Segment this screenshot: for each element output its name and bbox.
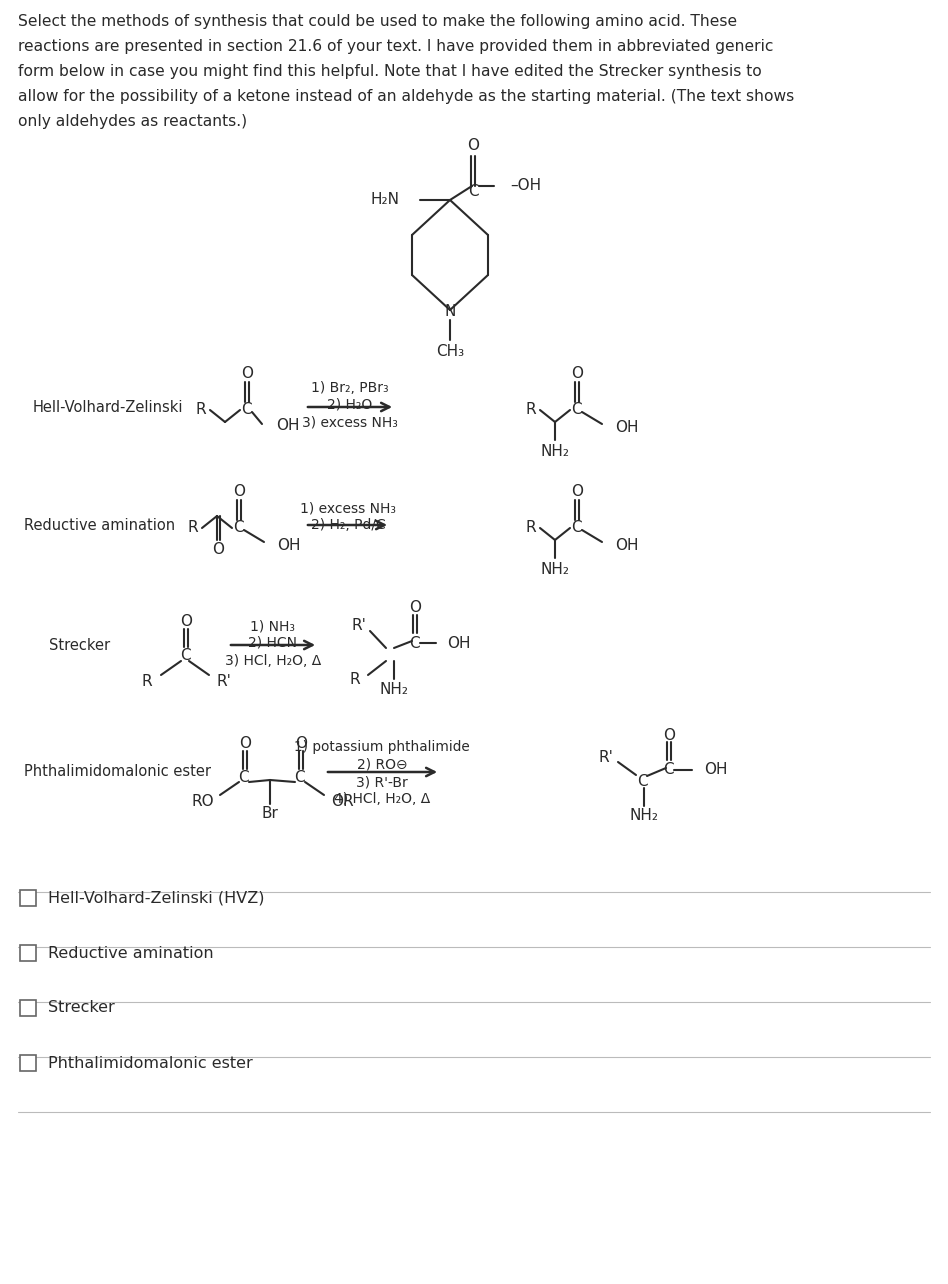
- Text: reactions are presented in section 21.6 of your text. I have provided them in ab: reactions are presented in section 21.6 …: [18, 39, 774, 54]
- Text: 1) potassium phthalimide: 1) potassium phthalimide: [294, 740, 470, 754]
- Text: R: R: [525, 402, 536, 417]
- Text: C: C: [294, 769, 304, 785]
- Bar: [20, 890, 36, 907]
- Text: Br: Br: [262, 806, 279, 822]
- Text: R: R: [350, 673, 360, 687]
- Text: allow for the possibility of a ketone instead of an aldehyde as the starting mat: allow for the possibility of a ketone in…: [18, 89, 794, 104]
- Text: 3) excess NH₃: 3) excess NH₃: [302, 416, 398, 430]
- Text: OH: OH: [277, 538, 301, 553]
- Text: 3) HCl, H₂O, Δ: 3) HCl, H₂O, Δ: [225, 654, 321, 668]
- Text: 2) H₂, Pd/C: 2) H₂, Pd/C: [311, 517, 386, 532]
- Text: 2) RO⊖: 2) RO⊖: [356, 758, 408, 772]
- Text: O: O: [233, 484, 245, 499]
- Text: NH₂: NH₂: [629, 809, 659, 823]
- Text: O: O: [571, 366, 583, 381]
- Text: Strecker: Strecker: [49, 637, 111, 652]
- Text: Strecker: Strecker: [48, 1000, 115, 1016]
- Text: NH₂: NH₂: [540, 561, 570, 577]
- Text: O: O: [241, 366, 253, 381]
- Text: CH₃: CH₃: [436, 344, 465, 360]
- Text: R: R: [141, 674, 152, 688]
- Text: OR: OR: [331, 794, 354, 809]
- Text: R: R: [195, 402, 206, 417]
- Text: C: C: [663, 763, 673, 778]
- Text: H₂N: H₂N: [371, 193, 400, 208]
- Text: OH: OH: [704, 763, 727, 778]
- Text: 3) R'-Br: 3) R'-Br: [356, 776, 408, 788]
- Text: R: R: [525, 520, 536, 535]
- Text: C: C: [637, 774, 647, 790]
- Text: O: O: [571, 484, 583, 499]
- Text: Select the methods of synthesis that could be used to make the following amino a: Select the methods of synthesis that cou…: [18, 14, 738, 30]
- Text: R: R: [188, 520, 198, 535]
- Text: C: C: [409, 636, 419, 651]
- Text: R': R': [598, 751, 613, 765]
- Text: O: O: [409, 601, 421, 615]
- Text: Phthalimidomalonic ester: Phthalimidomalonic ester: [48, 1055, 253, 1071]
- Text: only aldehydes as reactants.): only aldehydes as reactants.): [18, 114, 247, 128]
- Text: C: C: [232, 520, 244, 534]
- Text: O: O: [663, 728, 675, 742]
- Text: C: C: [238, 769, 248, 785]
- Text: O: O: [295, 736, 307, 751]
- Text: C: C: [467, 184, 479, 199]
- Text: N: N: [445, 304, 456, 320]
- Text: RO: RO: [191, 794, 214, 809]
- Text: O: O: [467, 139, 479, 154]
- Text: Hell-Volhard-Zelinski (HVZ): Hell-Volhard-Zelinski (HVZ): [48, 891, 264, 905]
- Text: C: C: [571, 402, 581, 416]
- Text: OH: OH: [615, 538, 639, 553]
- Text: OH: OH: [276, 419, 300, 434]
- Text: O: O: [180, 614, 192, 628]
- Text: 1) Br₂, PBr₃: 1) Br₂, PBr₃: [311, 381, 389, 395]
- Text: Reductive amination: Reductive amination: [48, 945, 213, 960]
- Text: C: C: [180, 647, 191, 663]
- Text: form below in case you might find this helpful. Note that I have edited the Stre: form below in case you might find this h…: [18, 64, 762, 80]
- Text: O: O: [212, 543, 224, 557]
- Text: 1) NH₃: 1) NH₃: [250, 619, 296, 633]
- Text: NH₂: NH₂: [379, 682, 409, 696]
- Text: OH: OH: [615, 420, 639, 435]
- Bar: [20, 1000, 36, 1016]
- Text: NH₂: NH₂: [540, 443, 570, 458]
- Text: Hell-Volhard-Zelinski: Hell-Volhard-Zelinski: [33, 399, 183, 415]
- Text: 4) HCl, H₂O, Δ: 4) HCl, H₂O, Δ: [334, 792, 430, 806]
- Bar: [20, 945, 36, 960]
- Text: 2) H₂O: 2) H₂O: [327, 398, 373, 412]
- Text: Phthalimidomalonic ester: Phthalimidomalonic ester: [25, 764, 211, 779]
- Text: R': R': [351, 618, 366, 633]
- Text: R': R': [217, 674, 232, 688]
- Text: 1) excess NH₃: 1) excess NH₃: [300, 501, 396, 515]
- Text: C: C: [241, 402, 251, 416]
- Text: O: O: [239, 736, 251, 751]
- Text: Reductive amination: Reductive amination: [25, 517, 175, 533]
- Text: –OH: –OH: [510, 178, 541, 194]
- Text: 2) HCN: 2) HCN: [248, 636, 298, 650]
- Text: OH: OH: [447, 636, 470, 651]
- Text: C: C: [571, 520, 581, 534]
- Bar: [20, 1055, 36, 1071]
